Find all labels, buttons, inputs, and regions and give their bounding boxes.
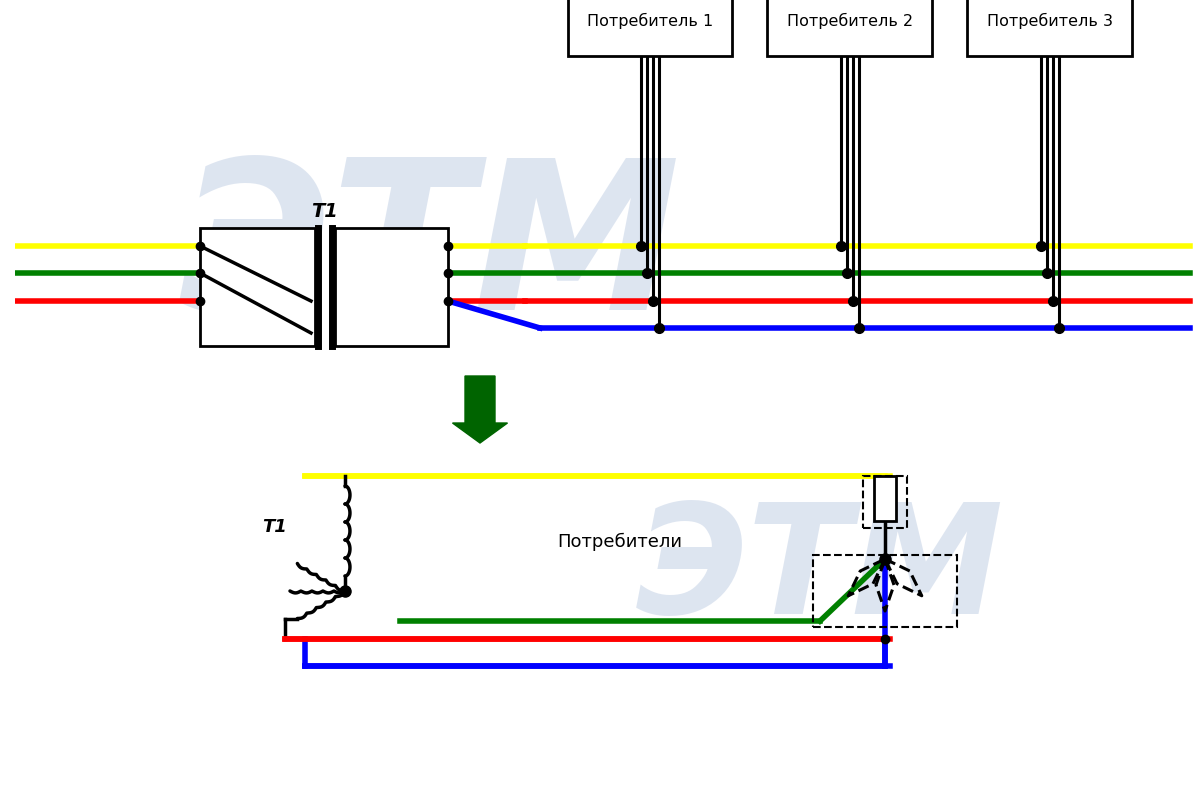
Bar: [874, 476, 896, 521]
Bar: [812, 556, 956, 627]
Text: ЭТМ: ЭТМ: [179, 151, 682, 353]
FancyArrow shape: [452, 376, 508, 444]
Text: Потребитель 2: Потребитель 2: [787, 13, 913, 29]
Bar: [768, 0, 932, 57]
Text: Потребители: Потребители: [558, 532, 683, 551]
Bar: [335, 229, 448, 346]
Text: Потребитель 3: Потребитель 3: [986, 13, 1112, 29]
Bar: [967, 0, 1133, 57]
Bar: [863, 476, 907, 528]
Text: T1: T1: [311, 202, 337, 221]
Text: T1: T1: [263, 517, 287, 535]
Text: Потребитель 1: Потребитель 1: [587, 13, 713, 29]
Bar: [200, 229, 316, 346]
Bar: [568, 0, 732, 57]
Text: ЭТМ: ЭТМ: [636, 497, 1004, 646]
